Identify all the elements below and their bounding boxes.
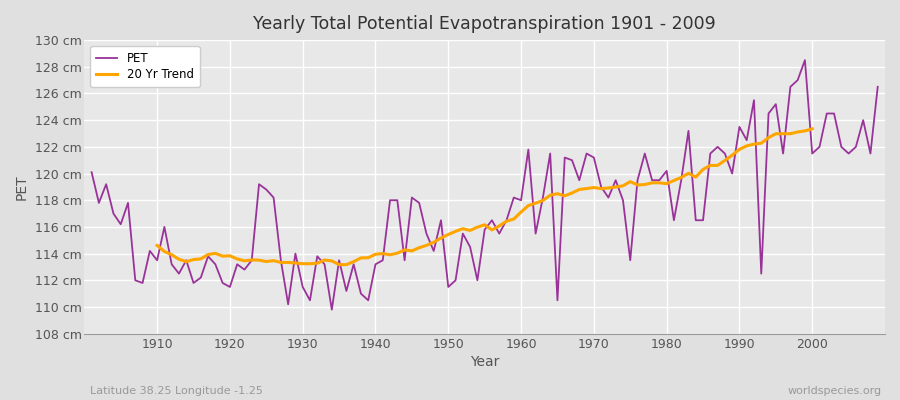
PET xyxy=(523,147,534,152)
20 Yr Trend xyxy=(516,210,526,214)
X-axis label: Year: Year xyxy=(470,355,500,369)
20 Yr Trend xyxy=(603,186,614,190)
20 Yr Trend xyxy=(508,217,519,222)
PET xyxy=(86,170,97,175)
PET xyxy=(356,291,366,296)
Line: PET: PET xyxy=(92,60,878,310)
Line: 20 Yr Trend: 20 Yr Trend xyxy=(158,129,812,265)
Legend: PET, 20 Yr Trend: PET, 20 Yr Trend xyxy=(90,46,200,87)
PET xyxy=(872,84,883,89)
Text: Latitude 38.25 Longitude -1.25: Latitude 38.25 Longitude -1.25 xyxy=(90,386,263,396)
Text: worldspecies.org: worldspecies.org xyxy=(788,386,882,396)
PET xyxy=(144,248,155,253)
20 Yr Trend xyxy=(348,259,359,264)
PET xyxy=(327,307,338,312)
20 Yr Trend xyxy=(304,261,315,266)
PET xyxy=(516,198,526,203)
PET xyxy=(799,58,810,62)
PET xyxy=(304,298,315,303)
Title: Yearly Total Potential Evapotranspiration 1901 - 2009: Yearly Total Potential Evapotranspiratio… xyxy=(253,15,716,33)
PET xyxy=(610,178,621,183)
Y-axis label: PET: PET xyxy=(15,174,29,200)
